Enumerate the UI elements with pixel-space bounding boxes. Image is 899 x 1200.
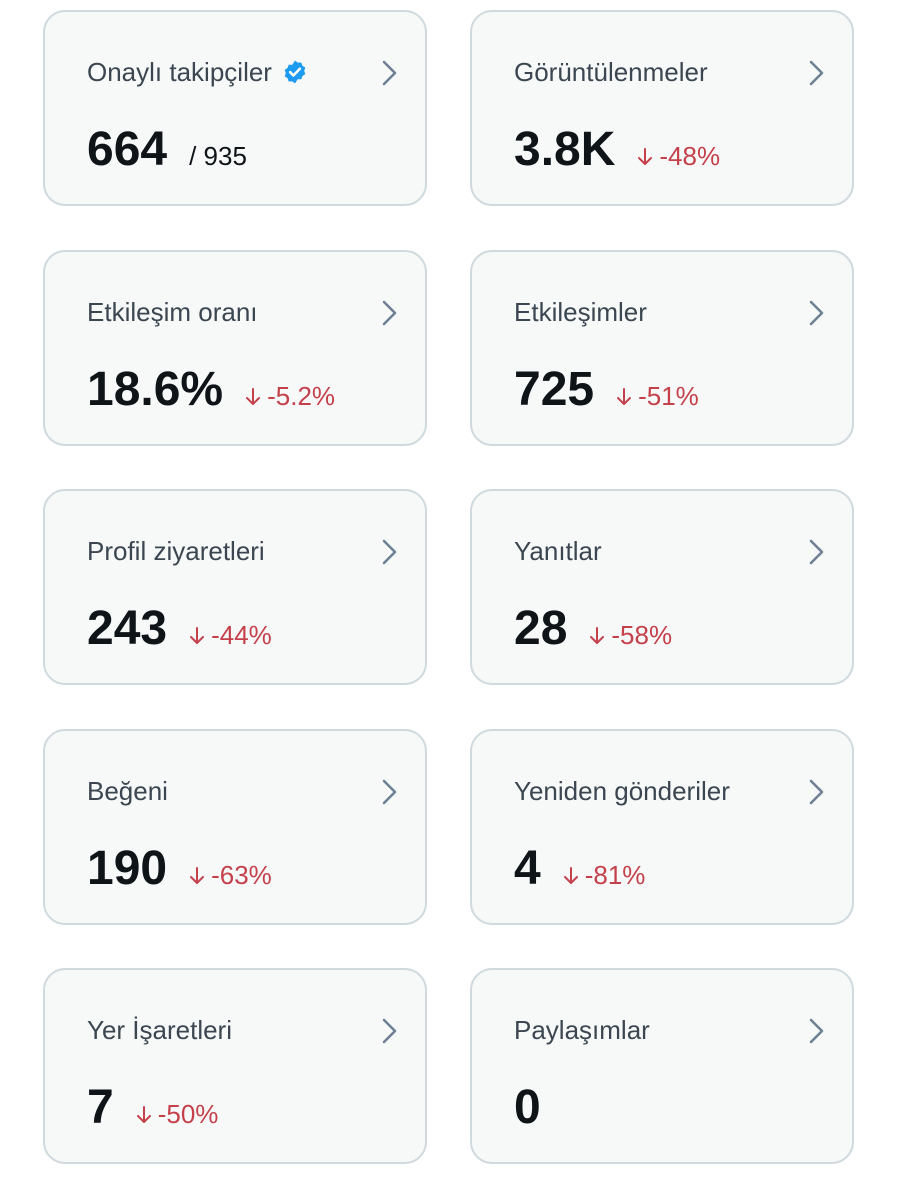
metric-change: -58%: [589, 620, 672, 651]
metric-value: 664: [87, 123, 168, 176]
card-title-text: Onaylı takipçiler: [87, 57, 272, 87]
metric-value: 725: [514, 363, 595, 416]
card-title: Yer İşaretleri: [87, 1015, 232, 1045]
metric-value: 243: [87, 602, 168, 655]
chevron-right-icon: [382, 779, 397, 805]
arrow-down-icon: [638, 148, 653, 165]
arrow-down-icon: [190, 867, 205, 884]
metric-change-value: -63%: [211, 860, 272, 890]
metric-change: -50%: [136, 1099, 219, 1130]
card-profile-visits[interactable]: Profil ziyaretleri 243 -44%: [43, 489, 427, 685]
value-row: 0: [514, 1080, 541, 1136]
card-title: Beğeni: [87, 776, 168, 806]
metric-change-value: -81%: [584, 860, 646, 890]
metric-change-value: -44%: [211, 620, 272, 650]
arrow-down-icon: [136, 1106, 151, 1123]
chevron-right-icon: [809, 779, 824, 805]
value-row: 18.6% -5.2%: [87, 362, 335, 418]
card-title: Paylaşımlar: [514, 1015, 650, 1045]
chevron-right-icon: [809, 60, 824, 86]
verified-badge-icon: [284, 60, 306, 84]
metric-total: / 935: [189, 141, 247, 171]
card-engagements[interactable]: Etkileşimler 725 -51%: [470, 250, 854, 446]
card-title: Profil ziyaretleri: [87, 536, 265, 566]
metric-change: -44%: [189, 620, 272, 651]
metric-change: -81%: [563, 860, 646, 891]
value-row: 28 -58%: [514, 601, 672, 657]
chevron-right-icon: [382, 539, 397, 565]
metric-change: -63%: [189, 860, 272, 891]
value-row: 190 -63%: [87, 841, 272, 897]
arrow-down-icon: [563, 867, 578, 884]
card-title: Görüntülenmeler: [514, 57, 708, 87]
metric-change-value: -58%: [611, 620, 673, 650]
metric-value: 4: [514, 842, 541, 895]
value-row: 7 -50%: [87, 1080, 218, 1136]
card-title: Etkileşim oranı: [87, 297, 258, 327]
value-row: 664 / 935: [87, 122, 247, 178]
metric-change-value: -51%: [638, 381, 699, 411]
metric-change-value: -50%: [157, 1099, 219, 1129]
arrow-down-icon: [590, 627, 605, 644]
chevron-right-icon: [382, 1018, 397, 1044]
card-likes[interactable]: Beğeni 190 -63%: [43, 729, 427, 925]
chevron-right-icon: [809, 300, 824, 326]
value-row: 4 -81%: [514, 841, 645, 897]
metric-value: 7: [87, 1081, 114, 1134]
card-impressions[interactable]: Görüntülenmeler 3.8K -48%: [470, 10, 854, 206]
arrow-down-icon: [617, 388, 632, 405]
metric-change: -48%: [637, 141, 720, 172]
card-replies[interactable]: Yanıtlar 28 -58%: [470, 489, 854, 685]
metric-change-value: -5.2%: [267, 381, 336, 411]
card-title: Yeniden gönderiler: [514, 776, 730, 806]
value-row: 243 -44%: [87, 601, 272, 657]
metric-value: 0: [514, 1081, 541, 1134]
arrow-down-icon: [190, 627, 205, 644]
metric-change: -5.2%: [245, 381, 335, 412]
card-title: Yanıtlar: [514, 536, 602, 566]
value-row: 3.8K -48%: [514, 122, 720, 178]
arrow-down-icon: [246, 388, 261, 405]
card-shares[interactable]: Paylaşımlar 0: [470, 968, 854, 1164]
card-reposts[interactable]: Yeniden gönderiler 4 -81%: [470, 729, 854, 925]
metric-change-value: -48%: [659, 141, 721, 171]
card-title: Onaylı takipçiler: [87, 56, 308, 88]
metric-value: 3.8K: [514, 123, 616, 176]
chevron-right-icon: [382, 300, 397, 326]
value-row: 725 -51%: [514, 362, 699, 418]
card-engagement-rate[interactable]: Etkileşim oranı 18.6% -5.2%: [43, 250, 427, 446]
metric-value: 190: [87, 842, 168, 895]
metric-value: 28: [514, 602, 568, 655]
metric-change: -51%: [616, 381, 699, 412]
card-verified-followers[interactable]: Onaylı takipçiler 664 / 935: [43, 10, 427, 206]
card-title: Etkileşimler: [514, 297, 647, 327]
chevron-right-icon: [809, 1018, 824, 1044]
chevron-right-icon: [382, 60, 397, 86]
card-bookmarks[interactable]: Yer İşaretleri 7 -50%: [43, 968, 427, 1164]
metric-value: 18.6%: [87, 363, 224, 416]
chevron-right-icon: [809, 539, 824, 565]
